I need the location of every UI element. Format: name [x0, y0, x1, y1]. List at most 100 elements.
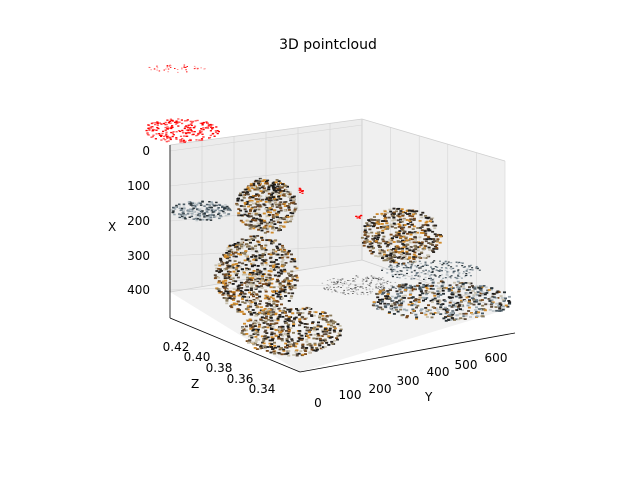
cloud-point	[243, 329, 247, 332]
cloud-point	[420, 226, 424, 228]
cloud-point	[270, 282, 274, 285]
cloud-point	[375, 232, 379, 235]
cloud-point	[427, 285, 431, 287]
cloud-point	[224, 282, 227, 285]
cloud-point	[307, 307, 311, 310]
cloud-point	[419, 290, 423, 293]
cloud-point	[449, 315, 453, 318]
cloud-point	[276, 263, 280, 265]
cloud-point	[178, 203, 181, 205]
cloud-point	[270, 343, 274, 345]
cloud-point	[274, 292, 278, 295]
cloud-point	[376, 296, 380, 299]
cloud-point	[364, 237, 368, 240]
cloud-point	[371, 219, 375, 221]
cloud-point	[436, 311, 440, 313]
cloud-point	[281, 311, 285, 314]
cloud-point	[361, 286, 363, 288]
cloud-point	[275, 193, 279, 195]
cloud-point	[450, 291, 454, 294]
cloud-point	[408, 212, 412, 215]
cloud-point	[175, 204, 178, 207]
cloud-point	[393, 302, 397, 304]
cloud-point	[206, 217, 209, 219]
cloud-point	[271, 278, 275, 280]
cloud-point	[276, 219, 280, 222]
cloud-point	[276, 317, 280, 320]
red-point	[181, 68, 183, 70]
red-point	[150, 69, 152, 71]
cloud-point	[433, 260, 436, 262]
cloud-point	[414, 247, 418, 249]
cloud-point	[377, 279, 380, 280]
cloud-point	[484, 303, 488, 306]
cloud-point	[372, 247, 375, 249]
red-point	[201, 122, 204, 124]
cloud-point	[414, 241, 418, 244]
cloud-point	[269, 322, 273, 325]
red-point	[199, 122, 202, 125]
cloud-point	[432, 224, 436, 227]
cloud-point	[366, 277, 369, 279]
cloud-point	[449, 277, 452, 279]
red-point	[211, 124, 214, 126]
cloud-point	[475, 299, 479, 302]
cloud-point	[407, 247, 411, 250]
cloud-point	[473, 287, 477, 290]
red-point	[188, 132, 191, 134]
cloud-point	[424, 215, 428, 217]
cloud-point	[441, 270, 443, 272]
cloud-point	[303, 323, 307, 325]
cloud-point	[408, 286, 412, 289]
cloud-point	[258, 271, 262, 274]
cloud-point	[322, 346, 325, 348]
cloud-point	[405, 316, 409, 319]
cloud-point	[388, 238, 392, 241]
red-point	[179, 135, 183, 138]
red-point	[151, 128, 154, 131]
red-point	[299, 189, 302, 191]
cloud-point	[436, 290, 440, 293]
cloud-point	[192, 206, 195, 208]
cloud-point	[372, 276, 374, 278]
red-point	[177, 130, 181, 132]
cloud-point	[407, 303, 411, 306]
cloud-point	[232, 302, 236, 305]
cloud-point	[458, 303, 462, 306]
cloud-point	[419, 232, 423, 234]
cloud-point	[382, 240, 386, 243]
cloud-point	[446, 315, 450, 317]
cloud-point	[376, 242, 380, 244]
cloud-point	[234, 246, 237, 249]
cloud-point	[399, 308, 403, 311]
red-point	[170, 127, 173, 130]
cloud-point	[384, 228, 387, 230]
cloud-point	[272, 309, 276, 311]
cloud-point	[250, 313, 254, 316]
cloud-point	[394, 261, 398, 264]
cloud-point	[272, 300, 276, 303]
cloud-point	[333, 339, 337, 342]
red-point	[166, 127, 169, 130]
cloud-point	[425, 220, 429, 223]
cloud-point	[264, 290, 268, 293]
cloud-point	[191, 208, 194, 211]
cloud-point	[217, 263, 221, 265]
cloud-point	[277, 274, 281, 277]
cloud-point	[266, 323, 270, 326]
cloud-point	[240, 199, 244, 202]
cloud-point	[263, 231, 267, 234]
cloud-point	[220, 260, 224, 263]
cloud-point	[391, 286, 395, 289]
cloud-point	[266, 303, 270, 305]
cloud-point	[393, 303, 397, 306]
cloud-point	[267, 253, 271, 255]
cloud-point	[274, 334, 278, 337]
cloud-point	[277, 249, 281, 251]
red-point	[197, 133, 200, 135]
cloud-point	[336, 282, 339, 284]
cloud-point	[370, 281, 372, 283]
cloud-point	[296, 340, 300, 343]
cloud-point	[234, 280, 238, 283]
cloud-point	[428, 271, 431, 273]
